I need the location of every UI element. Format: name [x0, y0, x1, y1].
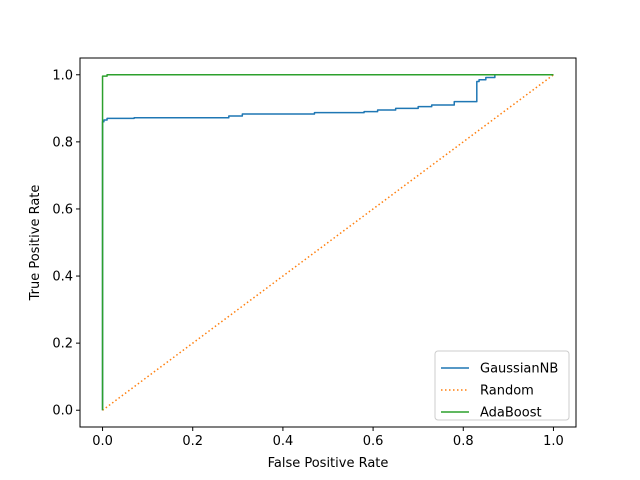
x-axis-ticks: 0.0 0.2 0.4 0.6 0.8 1.0	[92, 427, 564, 449]
series-layer	[101, 74, 554, 411]
y-tick-label: 0.2	[52, 337, 73, 352]
series-line-random	[102, 74, 554, 411]
y-tick-label: 0.4	[52, 270, 73, 285]
y-tick-label: 0.8	[52, 135, 73, 150]
x-tick-label: 1.0	[543, 434, 564, 449]
x-tick-label: 0.8	[453, 434, 474, 449]
y-axis-ticks: 0.0 0.2 0.4 0.6 0.8 1.0	[52, 68, 80, 419]
y-axis-label: True Positive Rate	[28, 185, 43, 302]
x-axis-label: False Positive Rate	[268, 456, 389, 471]
legend-label-adaboost: AdaBoost	[480, 406, 542, 421]
y-tick-label: 1.0	[52, 68, 73, 83]
x-tick-label: 0.0	[92, 434, 113, 449]
x-tick-label: 0.2	[182, 434, 203, 449]
legend-label-random: Random	[480, 384, 534, 399]
legend-label-gaussiannb: GaussianNB	[480, 362, 558, 377]
x-tick-label: 0.6	[363, 434, 384, 449]
x-tick-label: 0.4	[273, 434, 294, 449]
series-line-gaussiannb	[101, 74, 554, 411]
y-tick-label: 0.6	[52, 202, 73, 217]
plot-frame	[79, 57, 577, 428]
y-tick-label: 0.0	[52, 404, 73, 419]
series-line-adaboost	[101, 74, 554, 411]
legend: GaussianNB Random AdaBoost	[434, 350, 570, 421]
